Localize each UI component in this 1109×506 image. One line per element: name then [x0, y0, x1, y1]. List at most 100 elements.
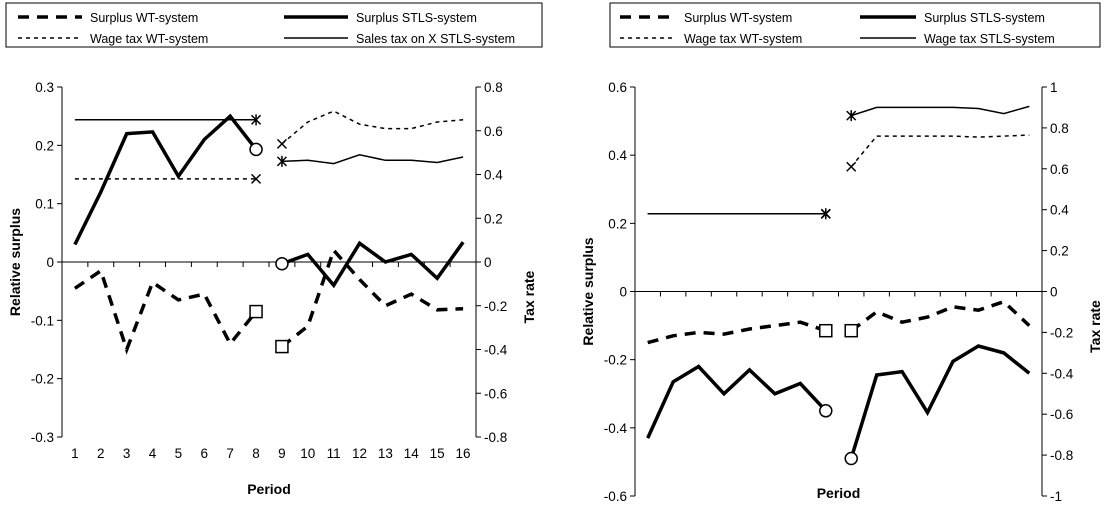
right-tick-label: 0.2: [1050, 244, 1069, 259]
series-surplus-stls-system: [646, 344, 1031, 466]
legend-label: Sales tax on X STLS-system: [356, 32, 515, 46]
point-marker: [819, 323, 833, 338]
right-tick-label: 0: [1050, 285, 1058, 300]
point-marker: [820, 208, 831, 220]
point-marker: [846, 161, 857, 172]
right-tick-label: 0.4: [1050, 203, 1069, 218]
y-axis-title-left: Relative surplus: [7, 208, 23, 316]
series-line: [281, 240, 465, 289]
right-tick-label: -0.4: [1050, 366, 1074, 381]
left-tick-label: -0.6: [604, 489, 627, 501]
left-tick-label: -0.3: [31, 430, 54, 445]
axes: 0.6 0.4 0.2 0 -0.2 -0.4 -0.6 1 0.8 0.6 0.4 0.2 0 -0.2…: [580, 80, 1103, 506]
right-tick-label: 0.6: [484, 124, 503, 139]
legend-label: Surplus WT-system: [90, 11, 198, 25]
chart-2: Surplus WT-system Surplus STLS-system Wage…: [580, 2, 1103, 506]
legend-label: Wage tax STLS-system: [924, 32, 1055, 46]
x-axis-title: Period: [247, 481, 291, 497]
left-tick-label: 0.6: [608, 80, 627, 95]
legend: Surplus WT-system Surplus STLS-system Wage…: [5, 2, 543, 48]
right-tick-label: -0.2: [484, 299, 507, 314]
right-tick-label: 0: [484, 255, 492, 270]
series-line: [280, 246, 464, 348]
series-line: [849, 344, 1031, 460]
left-tick-label: 0: [619, 285, 627, 300]
point-marker: [844, 451, 858, 466]
right-tick-label: 0.8: [484, 80, 503, 95]
right-tick-label: -0.4: [484, 343, 508, 358]
point-marker: [275, 257, 289, 271]
x-tick-label: 9: [278, 446, 286, 461]
right-tick-label: -0.8: [484, 430, 507, 445]
right-tick-label: 0.6: [1050, 162, 1069, 177]
legend-label: Wage tax WT-system: [90, 32, 208, 46]
axes: 0.3 0.2 0.1 0 -0.1 -0.2 -0.3 0.8 0.6 0.4 0.2 0 -0.2 -…: [7, 80, 537, 497]
x-tick-label: 15: [430, 446, 445, 461]
series-line: [850, 134, 1030, 168]
x-tick-label: 1: [71, 446, 79, 461]
x-tick-label: 7: [226, 446, 234, 461]
point-marker: [276, 155, 287, 167]
x-tick-label: 11: [327, 446, 341, 461]
point-marker: [249, 304, 263, 319]
chart-1: Surplus WT-system Surplus STLS-system Wage…: [5, 2, 543, 497]
x-tick-label: 5: [175, 446, 183, 461]
left-tick-label: -0.1: [31, 313, 54, 328]
x-tick-label: 14: [404, 446, 420, 461]
series-surplus-stls-system: [73, 113, 465, 289]
right-tick-label: 0.2: [484, 211, 503, 226]
x-tick-label: 4: [149, 446, 157, 461]
right-tick-label: -0.6: [484, 386, 507, 401]
series-line: [73, 268, 258, 355]
series-surplus-wt-system: [73, 246, 464, 355]
x-tick-label: 13: [378, 446, 393, 461]
series-line: [281, 110, 464, 145]
series-line: [850, 299, 1031, 333]
series-line: [850, 105, 1030, 117]
x-tick-label: 10: [300, 446, 315, 461]
left-tick-label: -0.4: [604, 421, 628, 436]
series-wage-tax-stls-system: [647, 105, 1030, 220]
series-line: [281, 154, 464, 165]
left-tick-label: -0.2: [31, 372, 54, 387]
point-marker: [276, 138, 287, 149]
x-tick-label: 12: [352, 446, 367, 461]
left-tick-label: 0.4: [608, 148, 627, 163]
point-marker: [846, 110, 857, 122]
series-line: [646, 364, 828, 439]
series-wage-tax-wt-system: [74, 110, 464, 184]
x-tick-label: 3: [123, 446, 131, 461]
point-marker: [251, 173, 262, 184]
series-sales-tax-on-x-stls-system: [74, 114, 464, 167]
legend-label: Surplus STLS-system: [356, 11, 477, 25]
point-marker: [249, 142, 263, 157]
left-tick-label: 0.2: [35, 138, 54, 153]
series-wage-tax-wt-system: [647, 134, 1030, 219]
legend-label: Surplus WT-system: [684, 11, 792, 25]
legend: Surplus WT-system Surplus STLS-system Wage…: [609, 2, 1101, 48]
legend-label: Surplus STLS-system: [924, 11, 1045, 25]
series-line: [647, 320, 827, 345]
right-tick-label: 0.4: [484, 168, 503, 183]
x-tick-label: 2: [97, 446, 105, 461]
left-tick-label: 0.3: [35, 80, 54, 95]
left-tick-label: 0: [46, 255, 54, 270]
right-tick-label: -1: [1050, 489, 1062, 501]
left-tick-label: -0.2: [604, 353, 627, 368]
x-tick-label: 6: [201, 446, 209, 461]
y-axis-title-right: Tax rate: [1087, 300, 1103, 353]
point-marker: [819, 404, 833, 418]
point-marker: [275, 339, 289, 354]
point-marker: [251, 114, 262, 126]
left-tick-label: 0.2: [608, 216, 627, 231]
x-axis-title: Period: [817, 485, 861, 501]
series-surplus-wt-system: [647, 299, 1031, 345]
y-axis-title-right: Tax rate: [521, 270, 537, 323]
right-tick-label: -0.8: [1050, 448, 1073, 463]
y-axis-title-left: Relative surplus: [580, 237, 596, 345]
left-tick-label: 0.1: [35, 197, 54, 212]
right-tick-label: -0.2: [1050, 325, 1073, 340]
right-tick-label: -0.6: [1050, 407, 1073, 422]
